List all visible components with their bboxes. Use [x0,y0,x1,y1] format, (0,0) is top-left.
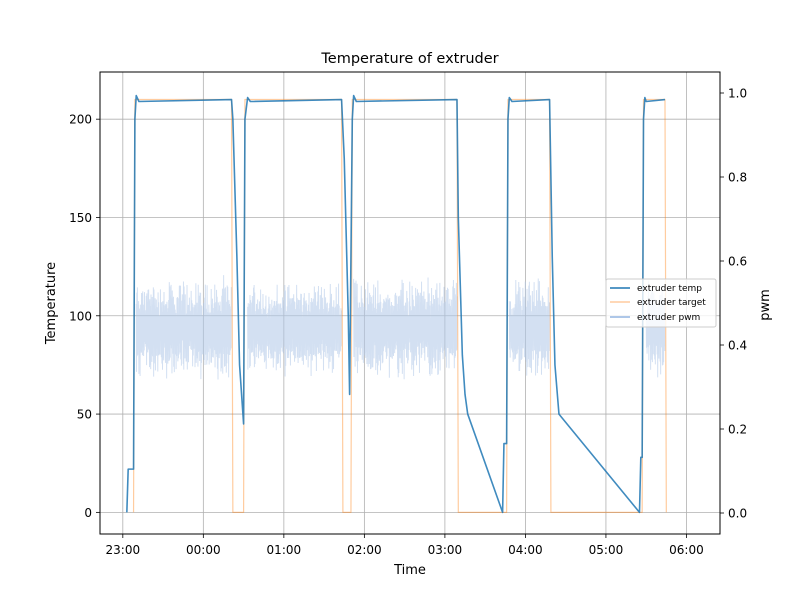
x-axis-ticks: 23:00 00:00 01:00 02:00 03:00 04:00 05:00 06:00 [106,534,704,557]
y2-tick-label: 1.0 [728,87,747,101]
plot-frame [99,71,721,535]
x-tick-label: 03:00 [428,543,463,557]
legend-label-pwm: extruder pwm [637,313,700,323]
x-tick-label: 05:00 [589,543,624,557]
y-axis-label: Temperature [44,262,59,345]
y2-tick-label: 0.0 [728,507,747,521]
right-y-axis-ticks: 0.0 0.2 0.4 0.6 0.8 1.0 [720,87,747,521]
target-series-layer [132,98,667,513]
pwm-series-line [247,283,342,377]
temp-series-layer [126,94,666,514]
target-series-line [132,98,667,513]
y2-axis-label: pwm [758,289,773,321]
x-tick-label: 00:00 [186,543,221,557]
left-y-axis-ticks: 0 50 100 150 200 [69,113,100,520]
y2-tick-label: 0.8 [728,171,747,185]
x-tick-label: 01:00 [267,543,302,557]
legend-label-target: extruder target [637,298,706,308]
pwm-series-line [135,275,232,380]
legend-box [605,278,717,328]
pwm-series-line [508,278,550,376]
x-tick-label: 02:00 [347,543,382,557]
pwm-series-line [353,277,458,380]
y-tick-label: 150 [69,211,92,225]
x-axis-label: Time [393,563,426,578]
y2-tick-label: 0.4 [728,339,747,353]
x-tick-label: 23:00 [106,543,141,557]
chart-title: Temperature of extruder [320,51,498,67]
y2-tick-label: 0.2 [728,423,747,437]
y-tick-label: 100 [69,309,92,323]
y2-tick-label: 0.6 [728,255,747,269]
y-tick-label: 0 [84,506,92,520]
x-tick-label: 04:00 [508,543,543,557]
temp-series-line [126,94,666,514]
y-tick-label: 200 [69,113,92,127]
x-tick-label: 06:00 [669,543,704,557]
y-tick-label: 50 [77,408,92,422]
legend-label-temp: extruder temp [637,284,702,294]
legend: extruder temp extruder target extruder p… [605,278,717,328]
